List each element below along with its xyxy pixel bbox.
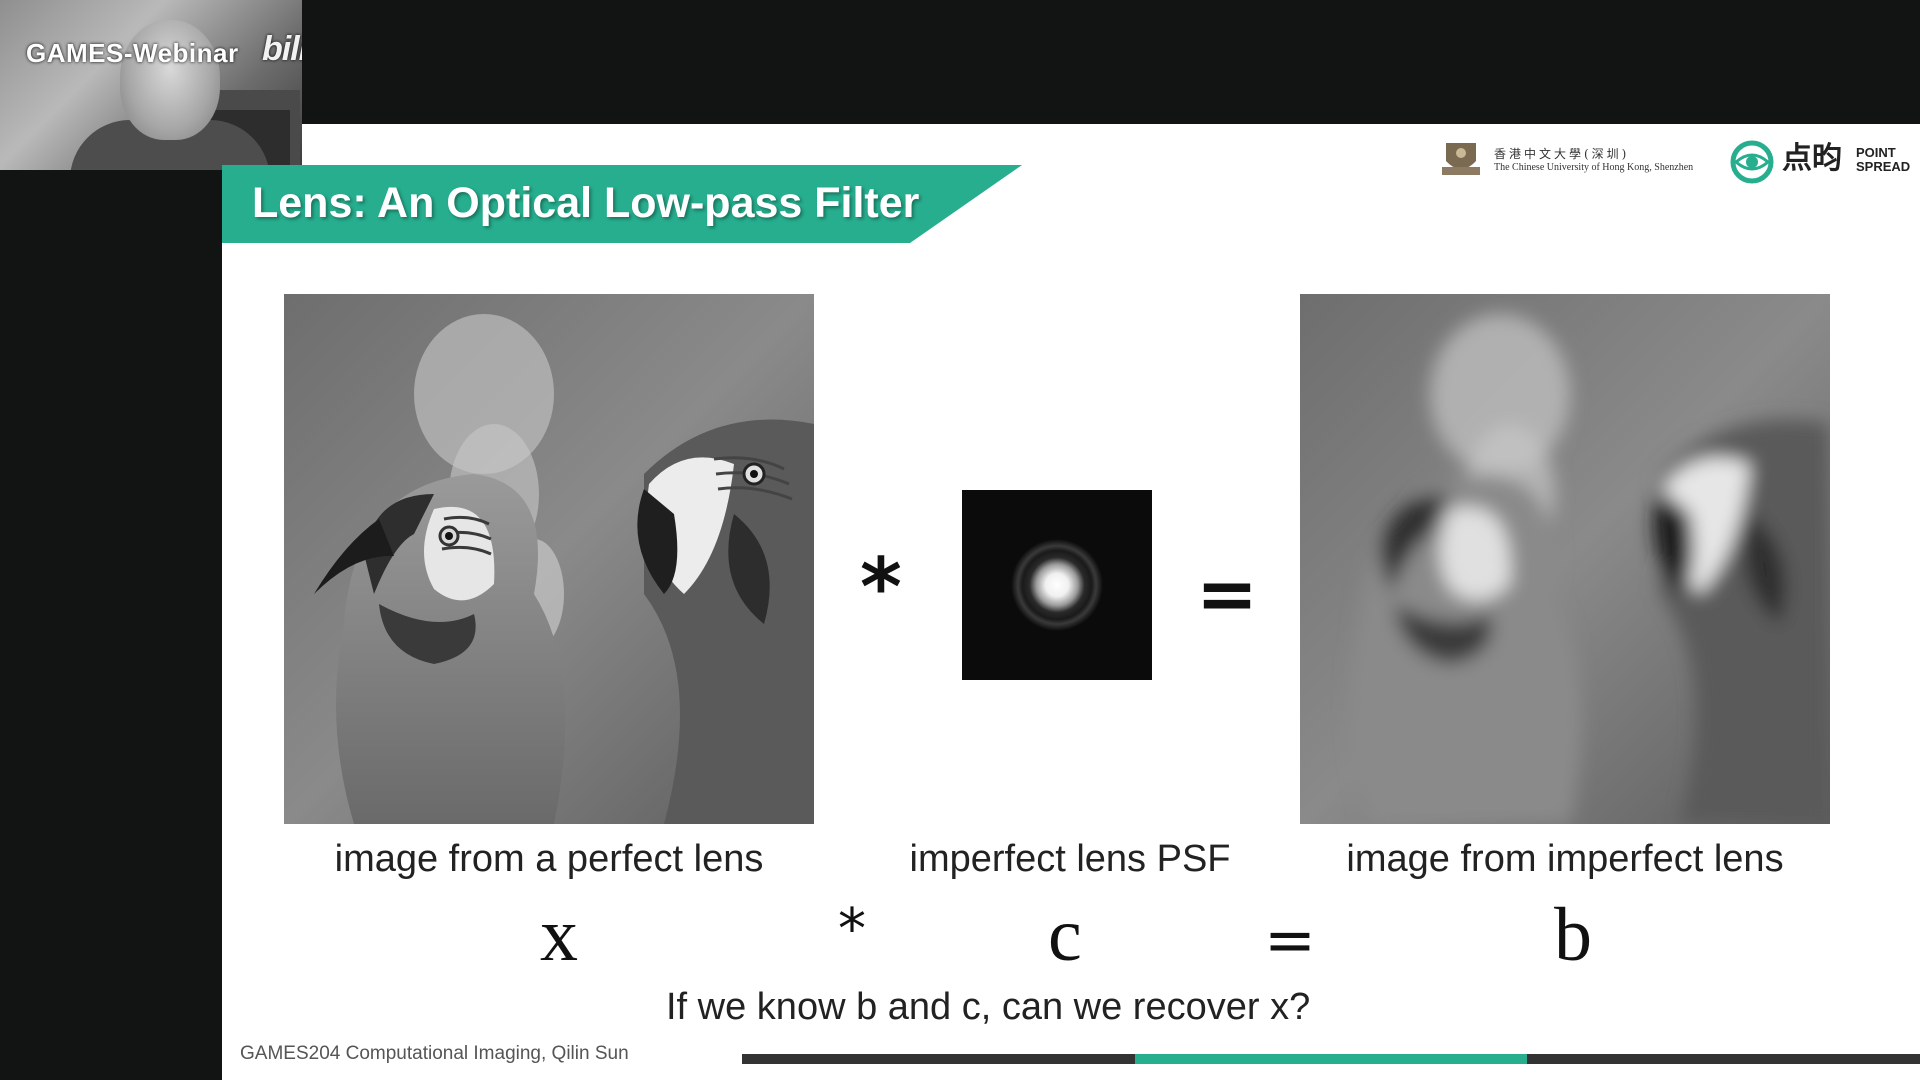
sharp-parrot-picture (284, 294, 814, 824)
left-black-bar (0, 124, 222, 1080)
equation-c: c (1048, 893, 1082, 977)
blurred-parrot-picture (1300, 294, 1830, 824)
cuhk-chinese-name: 香港中文大學(深圳) (1494, 147, 1630, 161)
cuhk-logo: 香港中文大學(深圳) The Chinese University of Hon… (1436, 139, 1718, 181)
caption-sharp-image: image from a perfect lens (334, 838, 764, 880)
pointspread-chinese-name: 点昀 (1782, 142, 1842, 175)
caption-blurred-image: image from imperfect lens (1346, 838, 1784, 880)
footer-text: GAMES204 Computational Imaging, Qilin Su… (240, 1043, 629, 1064)
cuhk-crest-icon (1442, 143, 1480, 175)
psf-image (962, 490, 1152, 680)
equation-convolve: * (838, 897, 866, 962)
convolve-operator: * (860, 541, 902, 634)
caption-psf: imperfect lens PSF (909, 838, 1231, 880)
equation-equals: = (1264, 903, 1316, 976)
equals-operator: = (1196, 551, 1259, 637)
equation-x: x (540, 893, 578, 977)
slide-title: Lens: An Optical Low-pass Filter (252, 179, 920, 227)
cuhk-english-name: The Chinese University of Hong Kong, She… (1494, 162, 1694, 173)
top-black-bar (0, 0, 1920, 124)
blurred-parrot-image (1300, 294, 1830, 824)
psf-airy-disk (962, 490, 1152, 680)
title-banner: Lens: An Optical Low-pass Filter (222, 165, 1022, 243)
stream-label: GAMES-Webinar (26, 38, 239, 68)
pointspread-english-name: POINT SPREAD (1856, 145, 1911, 174)
title-banner-shape (222, 165, 1022, 243)
question-text: If we know b and c, can we recover x? (666, 986, 1311, 1028)
slide-progress-bar (742, 1054, 1920, 1064)
sharp-parrot-image (284, 294, 814, 824)
equation-b: b (1554, 893, 1592, 977)
platform-logo: bilibili (262, 30, 302, 68)
eye-icon (1730, 140, 1774, 184)
presenter-webcam: GAMES-Webinar bilibili (0, 0, 302, 170)
presenter-head (120, 20, 220, 140)
pointspread-logo: 点昀 POINT SPREAD (1730, 138, 1910, 184)
slide-progress-fill (1134, 1054, 1528, 1064)
